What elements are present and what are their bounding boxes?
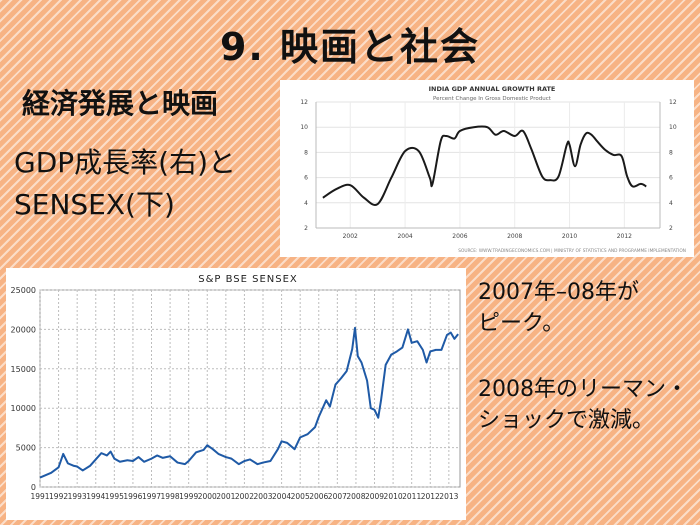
sensex-xtick: 2005 [291,492,310,501]
gdp-ytick-left: 10 [300,124,308,131]
sensex-xtick: 1999 [179,492,198,501]
gdp-xtick: 2004 [397,233,412,240]
gdp-ytick-right: 2 [669,225,673,232]
gdp-xtick: 2012 [617,233,632,240]
gdp-ytick-left: 2 [304,225,308,232]
gdp-ytick-left: 6 [304,175,308,182]
gdp-xtick: 2010 [562,233,577,240]
gdp-ytick-left: 12 [300,99,308,106]
caption-line-2: SENSEX(下) [14,188,175,221]
peak-note-line-1: 2007年–08年が [478,280,639,305]
sensex-xtick: 2011 [402,492,421,501]
sensex-xtick: 2013 [439,492,458,501]
sensex-ytick: 25000 [11,286,36,295]
sensex-xtick: 1998 [161,492,180,501]
sensex-xtick: 1992 [49,492,68,501]
sensex-xtick: 1994 [86,492,105,501]
sensex-series-line [39,326,459,479]
gdp-ytick-left: 4 [304,200,308,207]
crash-note-line-2: ショックで激減。 [478,408,655,433]
sensex-xtick: 1996 [123,492,142,501]
sensex-xtick: 2004 [272,492,291,501]
sensex-xtick: 1995 [105,492,124,501]
sensex-ytick: 15000 [11,365,36,374]
chart-caption: GDP成長率(右)と SENSEX(下) [14,142,236,226]
slide-subtitle: 経済発展と映画 [22,87,219,120]
gdp-xtick: 2002 [343,233,358,240]
sensex-xtick: 1991 [30,492,49,501]
gdp-ytick-left: 8 [304,149,308,156]
sensex-xtick: 2007 [328,492,347,501]
sensex-xtick: 2012 [421,492,440,501]
gdp-ytick-right: 6 [669,175,673,182]
sensex-xtick: 2006 [309,492,328,501]
sensex-xtick: 2008 [346,492,365,501]
gdp-growth-chart: INDIA GDP ANNUAL GROWTH RATE Percent Cha… [280,80,694,257]
gdp-chart-subtitle: Percent Change In Gross Domestic Product [433,96,552,102]
gdp-xtick: 2008 [507,233,522,240]
gdp-xtick: 2006 [452,233,467,240]
crash-note-line-1: 2008年のリーマン・ [478,377,688,402]
sensex-xtick: 1997 [142,492,161,501]
sensex-xtick: 2002 [235,492,254,501]
sensex-xtick: 2001 [216,492,235,501]
gdp-ytick-right: 12 [669,99,677,106]
sensex-plot-frame [39,289,461,488]
gdp-series-line [322,125,647,206]
sensex-ytick: 20000 [11,325,36,334]
sensex-xtick: 2003 [253,492,272,501]
caption-line-1: GDP成長率(右)と [14,146,236,179]
slide-title: 9. 映画と社会 [219,25,481,69]
sensex-xtick: 2010 [384,492,403,501]
gdp-chart-title: INDIA GDP ANNUAL GROWTH RATE [429,85,556,93]
sensex-chart-title: S&P BSE SENSEX [198,274,298,285]
sensex-xtick: 2000 [198,492,217,501]
sensex-xtick: 2009 [365,492,384,501]
sensex-ytick: 10000 [11,404,36,413]
sensex-chart-svg: S&P BSE SENSEX 0 5000 10000 15000 20000 25000… [11,274,461,501]
sensex-xtick: 1993 [68,492,87,501]
peak-note: 2007年–08年が ピーク。 [478,277,639,339]
gdp-ytick-right: 4 [669,200,673,207]
sensex-chart: S&P BSE SENSEX 0 5000 10000 15000 20000 25000… [6,268,466,520]
gdp-chart-source: SOURCE: WWW.TRADINGECONOMICS.COM | MINIS… [458,248,686,254]
sensex-ytick: 5000 [16,444,36,453]
gdp-ytick-right: 10 [669,124,677,131]
sensex-ytick: 0 [31,483,36,492]
gdp-ytick-right: 8 [669,149,673,156]
gdp-chart-svg: INDIA GDP ANNUAL GROWTH RATE Percent Cha… [300,85,686,254]
peak-note-line-2: ピーク。 [478,311,565,336]
crash-note: 2008年のリーマン・ ショックで激減。 [478,374,688,436]
